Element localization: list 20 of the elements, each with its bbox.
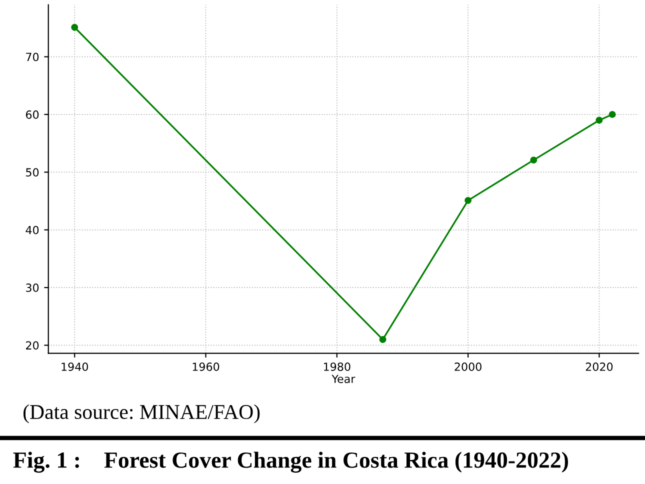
- point: [608, 110, 616, 118]
- x-tick-label: 2020: [586, 362, 613, 371]
- x-tick-label: 1960: [192, 362, 220, 371]
- y-tick-label: 60: [26, 110, 39, 119]
- x-axis-title: Year: [332, 374, 356, 384]
- point: [71, 24, 78, 31]
- point: [379, 336, 386, 343]
- point: [530, 156, 538, 164]
- y-tick-label: 70: [26, 52, 39, 62]
- y-tick-label: 40: [26, 226, 39, 234]
- text: (Data source: MINAE/FAO): [23, 404, 260, 424]
- x-tick-label: 2000: [454, 362, 482, 371]
- y-tick-label: 50: [26, 168, 39, 177]
- text: Fig. 1 : Forest Cover Change in Costa Rica (1940-2022): [13, 452, 568, 473]
- point: [464, 196, 472, 204]
- x-tick-label: 1980: [324, 362, 350, 371]
- y-tick-label: 30: [26, 284, 39, 292]
- point: [596, 116, 603, 124]
- x-tick-label: 1940: [62, 362, 88, 371]
- y-tick-label: 20: [26, 341, 39, 350]
